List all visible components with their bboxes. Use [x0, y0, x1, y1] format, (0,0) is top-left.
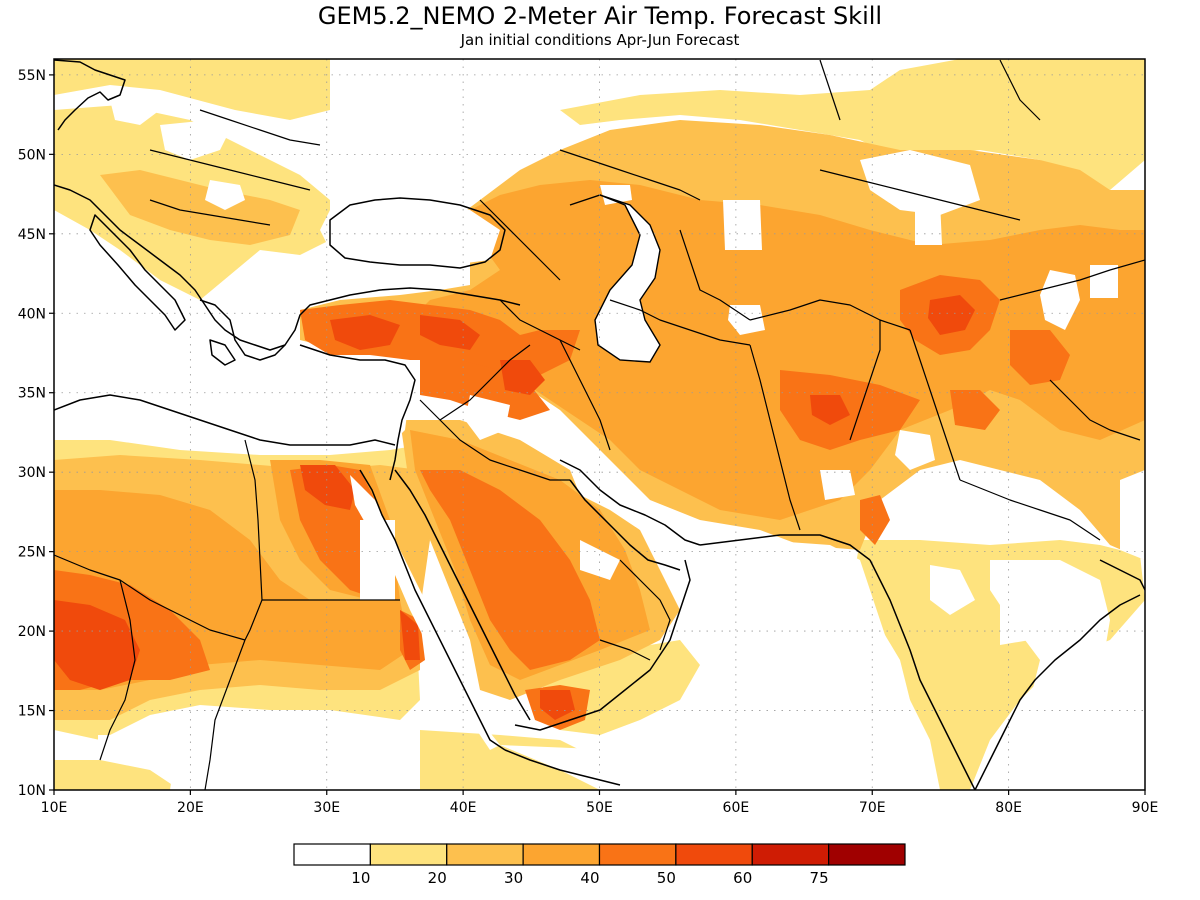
skill-shading [54, 59, 1145, 790]
legend-swatch [293, 843, 371, 866]
skill-level-5 [54, 295, 975, 720]
sea-areas [54, 195, 1110, 790]
legend-label: 30 [504, 869, 523, 887]
lat-tick-label: 40N [18, 306, 46, 322]
lat-tick-label: 45N [18, 227, 46, 243]
lat-tick-label: 50N [18, 147, 46, 163]
legend-swatch [598, 843, 677, 866]
map-area [53, 58, 1146, 791]
map-title: GEM5.2_NEMO 2-Meter Air Temp. Forecast S… [318, 2, 882, 30]
lon-tick-label: 70E [859, 800, 886, 816]
legend-label: 50 [657, 869, 676, 887]
skill-level-0-holes [98, 90, 1145, 790]
lon-tick-label: 30E [313, 800, 340, 816]
legend-swatch [751, 843, 830, 866]
legend-label: 20 [428, 869, 447, 887]
latitude-ticks: 10N 15N 20N 25N 30N 35N 40N 45N 50N 55N [18, 68, 54, 799]
legend-swatch [675, 843, 753, 866]
lon-tick-label: 10E [41, 800, 68, 816]
longitude-ticks: 10E 20E 30E 40E 50E 60E 70E 80E 90E [41, 790, 1159, 816]
lat-tick-label: 10N [18, 783, 46, 799]
legend-label: 40 [580, 869, 599, 887]
legend-label: 60 [733, 869, 752, 887]
lat-tick-label: 55N [18, 68, 46, 84]
caspian-sea [569, 194, 661, 363]
legend-label: 75 [810, 869, 829, 887]
legend-label: 10 [351, 869, 370, 887]
legend-swatch [446, 843, 524, 866]
coastlines-and-borders [54, 59, 1145, 790]
lon-tick-label: 80E [995, 800, 1022, 816]
skill-legend: 10 20 30 40 50 60 75 [293, 843, 906, 887]
legend-swatch [522, 843, 601, 866]
lat-tick-label: 25N [18, 545, 46, 561]
lon-tick-label: 40E [450, 800, 477, 816]
lat-tick-label: 30N [18, 465, 46, 481]
lon-tick-label: 50E [586, 800, 613, 816]
lon-tick-label: 90E [1132, 800, 1159, 816]
lat-tick-label: 35N [18, 386, 46, 402]
legend-swatch [828, 843, 906, 866]
map-subtitle: Jan initial conditions Apr-Jun Forecast [460, 31, 740, 49]
lon-tick-label: 60E [723, 800, 750, 816]
lat-tick-label: 20N [18, 624, 46, 640]
lat-tick-label: 15N [18, 704, 46, 720]
legend-swatch [369, 843, 448, 866]
lon-tick-label: 20E [177, 800, 204, 816]
